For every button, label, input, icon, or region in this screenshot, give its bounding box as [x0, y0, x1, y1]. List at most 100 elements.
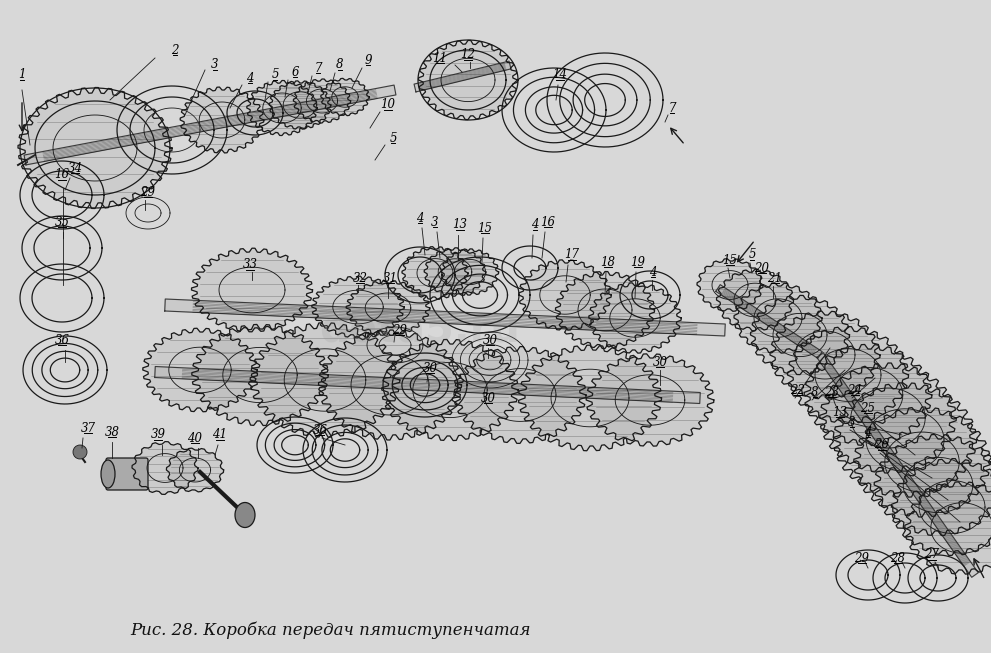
Polygon shape	[18, 88, 172, 208]
Polygon shape	[414, 61, 511, 92]
Polygon shape	[805, 345, 932, 445]
Polygon shape	[817, 353, 978, 577]
Polygon shape	[454, 347, 586, 443]
Text: 12: 12	[461, 48, 476, 61]
Polygon shape	[589, 283, 681, 353]
Polygon shape	[180, 87, 264, 153]
Text: 5: 5	[272, 69, 278, 82]
Polygon shape	[143, 328, 258, 412]
Text: Рис. 28. Коробка передач пятиступенчатая: Рис. 28. Коробка передач пятиступенчатая	[130, 621, 530, 639]
Text: 23: 23	[825, 385, 839, 398]
Text: 16: 16	[55, 168, 69, 182]
Polygon shape	[519, 260, 611, 330]
Polygon shape	[424, 247, 486, 296]
Text: 36: 36	[55, 334, 69, 347]
Polygon shape	[155, 366, 701, 404]
Polygon shape	[716, 285, 823, 358]
Text: 6: 6	[291, 65, 298, 78]
Text: 24: 24	[847, 383, 862, 396]
Text: 30: 30	[652, 355, 668, 368]
Text: 4: 4	[864, 426, 872, 439]
Polygon shape	[892, 458, 991, 556]
Polygon shape	[192, 325, 328, 426]
Text: 4: 4	[416, 212, 424, 225]
Text: 5: 5	[389, 131, 396, 144]
Text: 19: 19	[630, 255, 645, 268]
Polygon shape	[132, 441, 198, 494]
Text: 11: 11	[432, 52, 448, 65]
Polygon shape	[518, 345, 662, 451]
Polygon shape	[24, 85, 396, 165]
Text: 31: 31	[383, 272, 397, 285]
Text: 30: 30	[481, 392, 496, 404]
Text: 4: 4	[649, 266, 657, 278]
Text: 34: 34	[67, 161, 82, 174]
Text: 21: 21	[767, 272, 783, 285]
Polygon shape	[788, 326, 909, 423]
Polygon shape	[166, 448, 224, 492]
Text: 29: 29	[141, 185, 156, 199]
Polygon shape	[833, 383, 976, 497]
Text: 33: 33	[243, 259, 258, 272]
Polygon shape	[402, 247, 468, 299]
Polygon shape	[293, 79, 351, 123]
Text: 16: 16	[540, 215, 556, 229]
Text: 13: 13	[832, 406, 847, 419]
Text: 4: 4	[246, 71, 254, 84]
Ellipse shape	[101, 460, 115, 488]
Ellipse shape	[235, 503, 255, 528]
Text: 37: 37	[80, 421, 95, 434]
Polygon shape	[874, 434, 991, 535]
Text: 40: 40	[187, 432, 202, 445]
Text: 18: 18	[601, 255, 615, 268]
Polygon shape	[905, 482, 991, 574]
Polygon shape	[750, 295, 849, 375]
Text: 29: 29	[854, 552, 869, 564]
Polygon shape	[318, 330, 462, 440]
Polygon shape	[854, 407, 990, 517]
Polygon shape	[734, 283, 822, 353]
Text: 15: 15	[722, 253, 737, 266]
Polygon shape	[820, 363, 956, 473]
Text: 30: 30	[422, 362, 437, 375]
Text: 7: 7	[314, 61, 322, 74]
Polygon shape	[770, 311, 880, 399]
Polygon shape	[346, 281, 430, 336]
Polygon shape	[587, 354, 714, 446]
Polygon shape	[321, 78, 370, 116]
Polygon shape	[382, 340, 518, 441]
Text: 4: 4	[531, 219, 539, 232]
Text: 27: 27	[925, 549, 939, 562]
Polygon shape	[247, 80, 317, 136]
Text: 22: 22	[791, 383, 806, 396]
Text: 35: 35	[55, 215, 69, 229]
Text: 1: 1	[18, 69, 26, 82]
Polygon shape	[165, 299, 725, 336]
Text: 3: 3	[848, 415, 856, 428]
Text: 25: 25	[860, 402, 875, 415]
Text: 13: 13	[453, 219, 468, 232]
Polygon shape	[312, 276, 404, 338]
Text: 39: 39	[151, 428, 165, 441]
Text: 9: 9	[365, 54, 372, 67]
Polygon shape	[716, 269, 794, 331]
Text: 26: 26	[874, 439, 890, 451]
Text: 29: 29	[392, 323, 407, 336]
Text: 17: 17	[565, 249, 580, 261]
Polygon shape	[697, 259, 763, 311]
Polygon shape	[191, 248, 312, 332]
Text: 10: 10	[381, 99, 395, 112]
Text: 8: 8	[336, 59, 344, 71]
Text: deta5.ru: deta5.ru	[319, 309, 520, 351]
Text: 38: 38	[104, 426, 120, 439]
FancyBboxPatch shape	[106, 458, 148, 490]
Text: 15: 15	[478, 221, 493, 234]
Text: 30: 30	[483, 334, 497, 347]
Text: 20: 20	[754, 261, 769, 274]
Polygon shape	[441, 249, 498, 295]
Text: 7: 7	[668, 101, 676, 114]
Circle shape	[73, 445, 87, 459]
Text: 36: 36	[312, 424, 327, 436]
Text: 5: 5	[748, 249, 756, 261]
Text: 3: 3	[211, 59, 219, 71]
